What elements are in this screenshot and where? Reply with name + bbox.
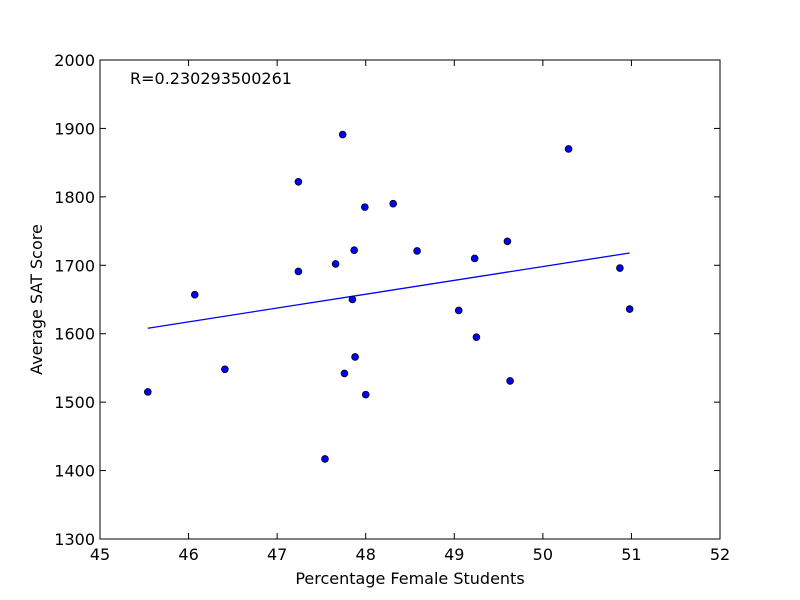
y-tick-label: 1500	[54, 393, 95, 412]
x-tick-label: 50	[533, 545, 553, 564]
y-tick-label: 1800	[54, 188, 95, 207]
regression-line	[147, 252, 630, 329]
y-axis-label: Average SAT Score	[27, 224, 46, 375]
x-tick-label: 46	[178, 545, 198, 564]
x-tick-label: 51	[621, 545, 641, 564]
x-tick-label: 47	[267, 545, 287, 564]
data-point	[506, 377, 514, 385]
y-tick-label: 1400	[54, 462, 95, 481]
data-point	[221, 365, 229, 374]
y-tick-label: 1700	[54, 256, 95, 275]
data-point	[361, 203, 369, 211]
data-point	[564, 145, 573, 153]
points-layer	[144, 130, 634, 463]
data-point	[389, 199, 397, 208]
y-tick-label: 1300	[54, 530, 95, 549]
x-tick-label: 45	[90, 545, 110, 564]
data-point	[616, 264, 624, 272]
data-point	[294, 178, 303, 186]
data-point	[470, 254, 479, 263]
plot-frame	[99, 59, 721, 540]
data-point	[331, 260, 340, 268]
correlation-annotation: R=0.230293500261	[130, 69, 292, 88]
data-point	[625, 305, 634, 313]
y-tick-label: 1900	[54, 119, 95, 138]
data-point	[340, 369, 349, 378]
data-point	[321, 455, 329, 463]
data-point	[350, 246, 359, 255]
data-point	[338, 130, 347, 139]
ticks-layer: 45 46 47 48 49 50 51 52 1300 1400 1500 1600 1700 1800…	[54, 51, 730, 564]
x-tick-label: 49	[444, 545, 464, 564]
fit-line-layer	[147, 252, 630, 329]
data-point	[144, 388, 152, 396]
y-tick-label: 1600	[54, 325, 95, 344]
y-tick-label: 2000	[54, 51, 95, 70]
x-axis-label: Percentage Female Students	[295, 569, 524, 588]
data-point	[413, 247, 421, 255]
data-point	[503, 237, 512, 246]
data-point	[351, 353, 359, 361]
x-tick-label: 52	[710, 545, 730, 564]
data-point	[294, 267, 303, 276]
data-point	[190, 290, 199, 299]
data-point	[361, 390, 370, 399]
data-point	[348, 295, 357, 304]
x-tick-label: 48	[356, 545, 376, 564]
data-point	[472, 333, 481, 341]
data-point	[454, 306, 463, 315]
